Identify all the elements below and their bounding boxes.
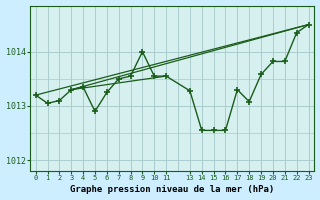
X-axis label: Graphe pression niveau de la mer (hPa): Graphe pression niveau de la mer (hPa) — [70, 185, 274, 194]
